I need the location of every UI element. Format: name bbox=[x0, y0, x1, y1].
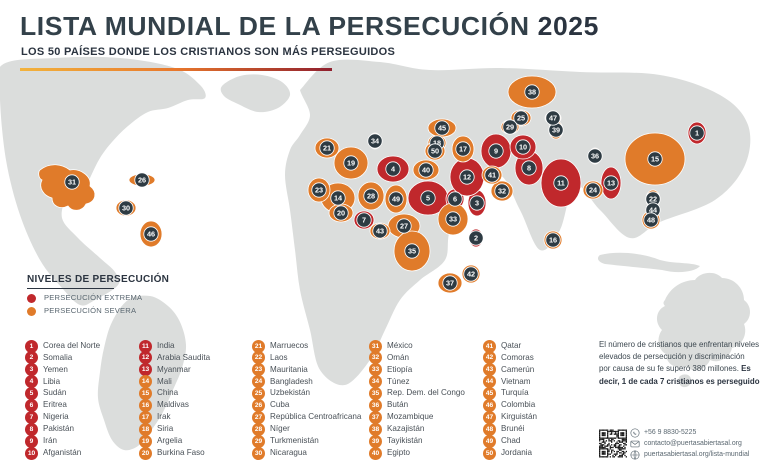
svg-text:34: 34 bbox=[371, 137, 380, 146]
svg-text:41: 41 bbox=[488, 171, 496, 180]
svg-text:20: 20 bbox=[337, 209, 345, 218]
svg-text:19: 19 bbox=[347, 159, 355, 168]
svg-text:11: 11 bbox=[557, 179, 565, 188]
svg-text:8: 8 bbox=[527, 164, 531, 173]
svg-text:48: 48 bbox=[647, 216, 655, 225]
svg-text:37: 37 bbox=[446, 279, 454, 288]
svg-text:26: 26 bbox=[138, 176, 146, 185]
svg-text:21: 21 bbox=[323, 144, 331, 153]
svg-text:42: 42 bbox=[467, 270, 475, 279]
svg-text:30: 30 bbox=[122, 204, 130, 213]
svg-text:43: 43 bbox=[376, 227, 384, 236]
svg-text:33: 33 bbox=[449, 215, 457, 224]
svg-text:29: 29 bbox=[506, 123, 514, 132]
svg-text:27: 27 bbox=[400, 222, 408, 231]
svg-text:47: 47 bbox=[549, 114, 557, 123]
svg-text:49: 49 bbox=[392, 195, 400, 204]
svg-text:39: 39 bbox=[552, 126, 560, 135]
svg-text:6: 6 bbox=[453, 195, 457, 204]
svg-text:31: 31 bbox=[68, 178, 76, 187]
svg-text:1: 1 bbox=[695, 129, 699, 138]
svg-text:5: 5 bbox=[426, 194, 430, 203]
svg-text:12: 12 bbox=[463, 173, 471, 182]
svg-text:40: 40 bbox=[422, 166, 430, 175]
svg-text:23: 23 bbox=[315, 186, 323, 195]
svg-text:14: 14 bbox=[334, 194, 343, 203]
svg-text:10: 10 bbox=[519, 143, 527, 152]
svg-text:45: 45 bbox=[438, 124, 446, 133]
svg-text:50: 50 bbox=[431, 147, 439, 156]
svg-text:28: 28 bbox=[367, 192, 375, 201]
svg-text:17: 17 bbox=[459, 145, 467, 154]
svg-text:9: 9 bbox=[494, 147, 498, 156]
svg-text:3: 3 bbox=[475, 199, 479, 208]
svg-text:36: 36 bbox=[591, 152, 599, 161]
svg-text:38: 38 bbox=[528, 88, 536, 97]
svg-text:22: 22 bbox=[649, 195, 657, 204]
svg-text:7: 7 bbox=[362, 216, 366, 225]
svg-text:16: 16 bbox=[549, 236, 557, 245]
svg-text:32: 32 bbox=[498, 187, 506, 196]
svg-text:15: 15 bbox=[651, 155, 659, 164]
svg-text:25: 25 bbox=[517, 114, 525, 123]
svg-text:35: 35 bbox=[408, 247, 416, 256]
svg-text:46: 46 bbox=[147, 230, 155, 239]
svg-text:2: 2 bbox=[474, 234, 478, 243]
svg-text:13: 13 bbox=[607, 179, 615, 188]
svg-text:24: 24 bbox=[589, 186, 598, 195]
